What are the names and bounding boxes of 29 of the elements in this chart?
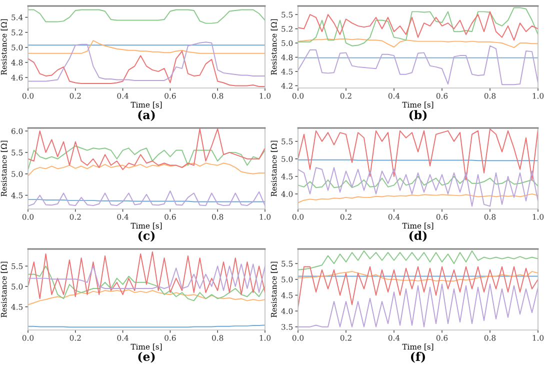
text: (c) <box>138 230 155 242</box>
line-series <box>28 264 265 294</box>
line-series <box>298 266 538 308</box>
line-series <box>28 190 265 206</box>
text: (e) <box>138 352 155 363</box>
line-series <box>28 146 265 170</box>
line-series <box>28 40 265 54</box>
line-series <box>28 266 265 302</box>
line-series <box>298 193 538 204</box>
line-series <box>298 167 538 207</box>
line-series <box>298 270 538 282</box>
line-series <box>28 42 265 82</box>
line-series <box>298 45 538 86</box>
line-series <box>28 251 265 300</box>
text: (b) <box>409 110 427 121</box>
line-series <box>298 128 538 180</box>
line-series <box>298 176 538 188</box>
line-series <box>28 289 265 306</box>
text: (a) <box>138 110 155 121</box>
text: (d) <box>409 230 427 242</box>
line-series <box>298 7 538 46</box>
line-series <box>298 38 538 48</box>
line-series <box>28 9 265 24</box>
line-series <box>28 162 265 176</box>
line-series <box>298 11 538 41</box>
line-series <box>298 284 538 328</box>
text: (f) <box>410 352 425 363</box>
line-series <box>298 250 538 270</box>
line-series <box>28 128 265 170</box>
